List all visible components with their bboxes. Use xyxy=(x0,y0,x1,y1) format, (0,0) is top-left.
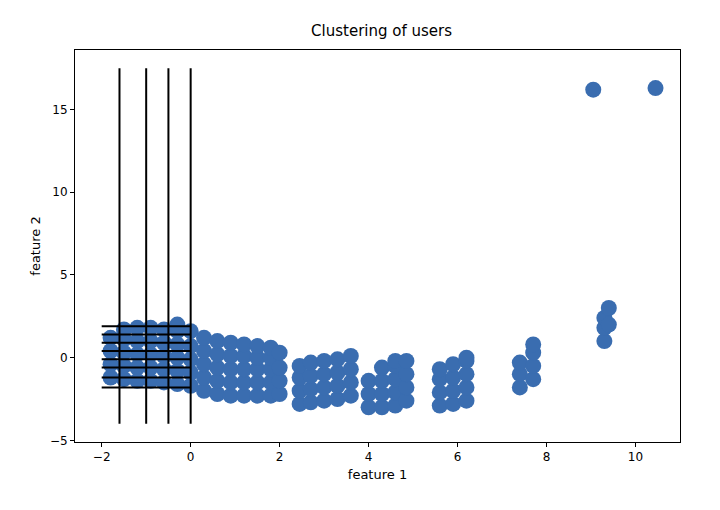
svg-text:2: 2 xyxy=(276,450,284,464)
svg-text:10: 10 xyxy=(628,450,643,464)
svg-text:−5: −5 xyxy=(50,434,68,448)
svg-text:feature 2: feature 2 xyxy=(28,216,43,275)
svg-text:15: 15 xyxy=(52,103,67,117)
svg-text:8: 8 xyxy=(543,450,551,464)
svg-text:10: 10 xyxy=(52,185,67,199)
svg-text:6: 6 xyxy=(454,450,462,464)
svg-text:4: 4 xyxy=(365,450,373,464)
svg-text:feature 1: feature 1 xyxy=(348,467,407,482)
svg-text:5: 5 xyxy=(60,268,68,282)
svg-text:Clustering of users: Clustering of users xyxy=(311,22,452,40)
svg-text:0: 0 xyxy=(60,351,68,365)
svg-text:0: 0 xyxy=(187,450,195,464)
svg-text:−2: −2 xyxy=(93,450,111,464)
